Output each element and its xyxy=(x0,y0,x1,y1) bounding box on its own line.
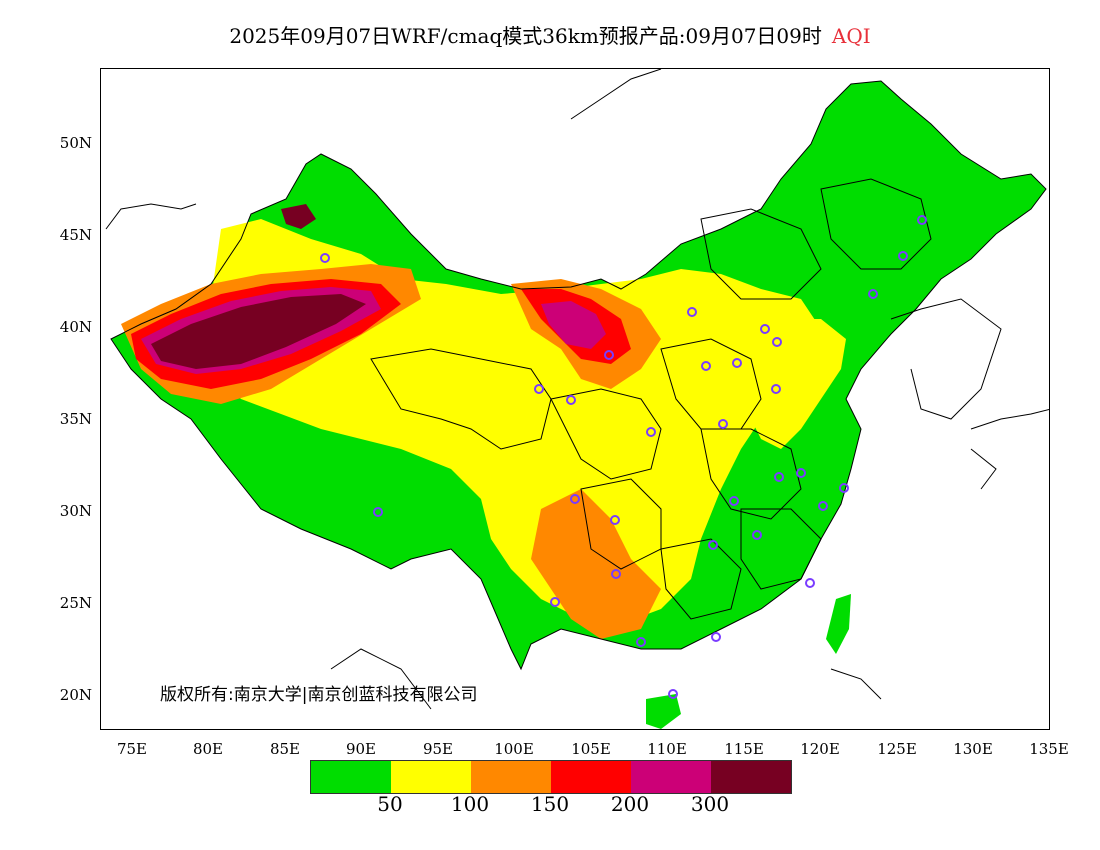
title-variable: AQI xyxy=(831,24,871,48)
boundary-lines xyxy=(105,69,1049,710)
legend-label: 200 xyxy=(610,792,650,816)
x-tick-label: 85E xyxy=(269,740,301,758)
aqi-50-100-east xyxy=(726,319,846,449)
station-markers xyxy=(320,215,927,699)
map-frame xyxy=(100,68,1050,730)
x-tick-label: 75E xyxy=(116,740,148,758)
aqi-over-300-xinjiang xyxy=(151,294,366,369)
x-tick-label: 105E xyxy=(571,740,611,758)
legend-label: 300 xyxy=(690,792,730,816)
taiwan-island xyxy=(826,594,851,654)
legend-swatch-100-150 xyxy=(471,761,551,793)
x-tick-label: 120E xyxy=(800,740,840,758)
aqi-map xyxy=(105,69,1049,729)
legend-labels: 50 100 150 200 300 xyxy=(0,792,1100,822)
map-title: 2025年09月07日WRF/cmaq模式36km预报产品:09月07日09时 A… xyxy=(0,20,1100,49)
x-tick-label: 135E xyxy=(1029,740,1069,758)
y-tick-label: 50N xyxy=(59,134,92,152)
y-tick-label: 45N xyxy=(59,226,92,244)
legend-swatch-50-100 xyxy=(391,761,471,793)
legend-swatch-0-50 xyxy=(311,761,391,793)
y-tick-label: 25N xyxy=(59,594,92,612)
aqi-over-300-north xyxy=(281,204,316,229)
x-tick-label: 115E xyxy=(724,740,764,758)
y-tick-label: 20N xyxy=(59,686,92,704)
y-tick-label: 35N xyxy=(59,410,92,428)
legend-label: 50 xyxy=(377,792,403,816)
copyright-text: 版权所有:南京大学|南京创蓝科技有限公司 xyxy=(160,685,478,705)
x-tick-label: 110E xyxy=(647,740,687,758)
color-legend xyxy=(310,760,792,794)
title-main: 2025年09月07日WRF/cmaq模式36km预报产品:09月07日09时 xyxy=(229,24,822,48)
x-tick-label: 90E xyxy=(345,740,377,758)
y-tick-label: 40N xyxy=(59,318,92,336)
aqi-200-300-ningxia xyxy=(541,301,606,349)
legend-swatch-over-300 xyxy=(711,761,791,793)
legend-label: 100 xyxy=(450,792,490,816)
aqi-100-150-sichuan xyxy=(531,489,661,639)
hainan-island xyxy=(646,694,681,729)
x-tick-label: 125E xyxy=(877,740,917,758)
x-tick-label: 100E xyxy=(494,740,534,758)
legend-label: 150 xyxy=(530,792,570,816)
x-tick-label: 130E xyxy=(953,740,993,758)
x-tick-label: 95E xyxy=(422,740,454,758)
legend-swatch-200-300 xyxy=(631,761,711,793)
y-tick-label: 30N xyxy=(59,502,92,520)
legend-swatch-150-200 xyxy=(551,761,631,793)
x-tick-label: 80E xyxy=(192,740,224,758)
